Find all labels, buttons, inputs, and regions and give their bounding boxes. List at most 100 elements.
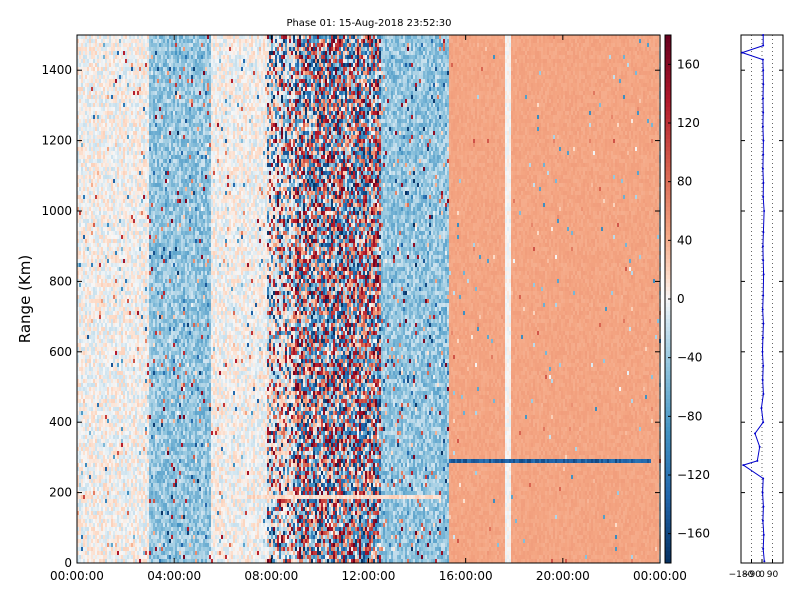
heatmap-cell bbox=[145, 111, 147, 115]
heatmap-cell bbox=[91, 119, 93, 123]
heatmap-cell bbox=[139, 71, 141, 75]
heatmap-cell bbox=[141, 471, 143, 475]
heatmap-cell bbox=[149, 187, 151, 191]
heatmap-cell bbox=[143, 507, 145, 511]
heatmap-cell bbox=[151, 215, 153, 219]
heatmap-cell bbox=[121, 399, 123, 403]
heatmap-cell bbox=[121, 395, 123, 399]
heatmap-cell bbox=[97, 423, 99, 427]
heatmap-cell bbox=[143, 127, 145, 131]
heatmap-cell bbox=[135, 355, 137, 359]
heatmap-cell bbox=[141, 395, 143, 399]
heatmap-cell bbox=[147, 111, 149, 115]
heatmap-cell bbox=[141, 47, 143, 51]
heatmap-cell bbox=[125, 187, 127, 191]
heatmap-cell bbox=[83, 139, 85, 143]
heatmap-cell bbox=[83, 487, 85, 491]
heatmap-cell bbox=[97, 403, 99, 407]
heatmap-cell bbox=[85, 543, 87, 547]
heatmap-cell bbox=[125, 355, 127, 359]
heatmap-cell bbox=[123, 115, 125, 119]
heatmap-cell bbox=[131, 403, 133, 407]
heatmap-cell bbox=[149, 491, 151, 495]
heatmap-cell bbox=[97, 535, 99, 539]
heatmap-cell bbox=[95, 239, 97, 243]
heatmap-cell bbox=[103, 315, 105, 319]
heatmap-cell bbox=[137, 511, 139, 515]
heatmap-cell bbox=[117, 283, 119, 287]
heatmap-cell bbox=[113, 183, 115, 187]
heatmap-cell bbox=[147, 355, 149, 359]
heatmap-cell bbox=[103, 111, 105, 115]
heatmap-cell bbox=[129, 191, 131, 195]
heatmap-cell bbox=[127, 379, 129, 383]
heatmap-cell bbox=[145, 443, 147, 447]
heatmap-cell bbox=[105, 275, 107, 279]
heatmap-cell bbox=[101, 451, 103, 455]
heatmap-cell bbox=[79, 283, 81, 287]
heatmap-cell bbox=[95, 259, 97, 263]
heatmap-cell bbox=[109, 267, 111, 271]
heatmap-cell bbox=[99, 267, 101, 271]
heatmap-cell bbox=[119, 475, 121, 479]
heatmap-cell bbox=[135, 491, 137, 495]
heatmap-cell bbox=[103, 555, 105, 559]
heatmap-cell bbox=[123, 191, 125, 195]
heatmap-cell bbox=[113, 103, 115, 107]
heatmap-cell bbox=[121, 35, 123, 39]
heatmap-cell bbox=[101, 59, 103, 63]
heatmap-cell bbox=[103, 63, 105, 67]
heatmap-cell bbox=[111, 135, 113, 139]
heatmap-cell bbox=[127, 231, 129, 235]
heatmap-cell bbox=[85, 515, 87, 519]
heatmap-cell bbox=[87, 299, 89, 303]
heatmap-cell bbox=[135, 131, 137, 135]
heatmap-cell bbox=[143, 287, 145, 291]
heatmap-cell bbox=[115, 459, 117, 463]
heatmap-cell bbox=[119, 219, 121, 223]
heatmap-cell bbox=[127, 363, 129, 367]
heatmap-cell bbox=[87, 327, 89, 331]
heatmap-cell bbox=[143, 279, 145, 283]
heatmap-cell bbox=[151, 363, 153, 367]
heatmap-cell bbox=[79, 83, 81, 87]
heatmap-cell bbox=[139, 439, 141, 443]
heatmap-cell bbox=[93, 287, 95, 291]
heatmap-cell bbox=[91, 299, 93, 303]
heatmap-cell bbox=[85, 343, 87, 347]
heatmap-cell bbox=[119, 359, 121, 363]
heatmap-cell bbox=[115, 447, 117, 451]
heatmap-cell bbox=[107, 263, 109, 267]
heatmap-cell bbox=[107, 447, 109, 451]
heatmap-cell bbox=[119, 51, 121, 55]
heatmap-cell bbox=[91, 179, 93, 183]
heatmap-cell bbox=[133, 175, 135, 179]
heatmap-cell bbox=[107, 187, 109, 191]
heatmap-cell bbox=[119, 511, 121, 515]
heatmap-cell bbox=[141, 143, 143, 147]
heatmap-cell bbox=[77, 63, 79, 67]
heatmap-cell bbox=[131, 363, 133, 367]
heatmap-cell bbox=[113, 407, 115, 411]
heatmap-cell bbox=[127, 331, 129, 335]
heatmap-cell bbox=[105, 495, 107, 499]
heatmap-cell bbox=[127, 495, 129, 499]
heatmap-cell bbox=[109, 243, 111, 247]
heatmap-cell bbox=[141, 503, 143, 507]
heatmap-cell bbox=[137, 271, 139, 275]
heatmap-cell bbox=[139, 143, 141, 147]
heatmap-cell bbox=[141, 331, 143, 335]
heatmap-cell bbox=[79, 347, 81, 351]
heatmap-cell bbox=[99, 511, 101, 515]
heatmap-cell bbox=[93, 47, 95, 51]
heatmap-cell bbox=[99, 343, 101, 347]
heatmap-cell bbox=[115, 371, 117, 375]
heatmap-cell bbox=[139, 423, 141, 427]
heatmap-cell bbox=[139, 323, 141, 327]
heatmap-cell bbox=[95, 143, 97, 147]
heatmap-cell bbox=[105, 395, 107, 399]
heatmap-cell bbox=[107, 239, 109, 243]
heatmap-cell bbox=[123, 127, 125, 131]
heatmap-cell bbox=[89, 423, 91, 427]
heatmap-cell bbox=[81, 55, 83, 59]
